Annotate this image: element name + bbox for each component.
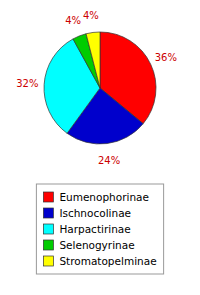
pie [44, 32, 156, 144]
legend-label: Selenogyrinae [59, 239, 134, 251]
legend-swatch [43, 192, 53, 202]
legend-frame [36, 184, 163, 274]
chart: 36% 24% 32% 4%4% Eumenophorinae Ischnocolinae… [0, 0, 200, 295]
legend: Eumenophorinae Ischnocolinae Harpactirinae… [36, 184, 163, 274]
legend-label: Eumenophorinae [59, 191, 149, 203]
pie-slice [86, 32, 100, 88]
data-label: 24% [98, 155, 120, 166]
legend-label: Harpactirinae [59, 223, 130, 235]
data-label: 4% [83, 10, 99, 21]
legend-label: Ischnocolinae [59, 207, 131, 219]
data-label: 32% [16, 78, 38, 89]
data-label: 4% [65, 15, 81, 26]
legend-label: Stromatopelminae [59, 255, 156, 267]
legend-swatch [43, 256, 53, 266]
legend-swatch [43, 208, 53, 218]
legend-swatch [43, 240, 53, 250]
data-label: 36% [155, 52, 177, 63]
legend-swatch [43, 224, 53, 234]
